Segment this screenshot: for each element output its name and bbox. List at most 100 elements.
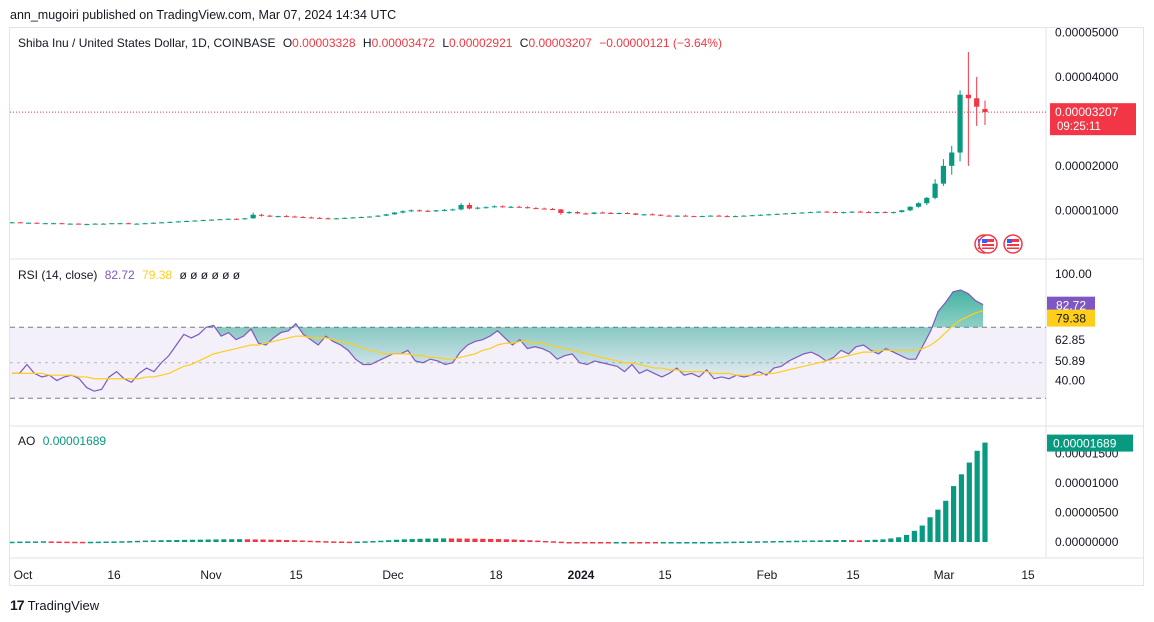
rsi-line [12, 289, 984, 392]
candle-body [258, 214, 265, 216]
candle-body [250, 214, 256, 219]
flag-canton [1007, 239, 1012, 243]
ao-title[interactable]: AO [18, 434, 36, 448]
ao-bar [817, 540, 823, 542]
ao-bar [794, 540, 800, 543]
ao-bar [268, 539, 274, 542]
ao-bar [864, 540, 870, 542]
candle-body [674, 215, 680, 217]
candle-body [940, 165, 947, 184]
countdown-badge-text: 09:25:11 [1057, 121, 1101, 133]
ao-bar [17, 541, 23, 544]
candle-body [841, 212, 847, 214]
time-axis-tick: 15 [1021, 568, 1035, 582]
ao-bar [440, 538, 447, 542]
ao-bar [448, 538, 455, 542]
candle-body [899, 210, 905, 213]
ao-bar [323, 541, 329, 543]
rsi-title[interactable]: RSI (14, close) [18, 268, 98, 282]
candle-body [242, 218, 248, 220]
ao-bar [637, 542, 643, 544]
candle-body [400, 211, 406, 213]
time-axis-tick: Nov [200, 568, 221, 582]
candle-body [300, 216, 306, 218]
candle-body [200, 220, 206, 222]
candle-body [225, 218, 231, 220]
ao-bar [746, 541, 753, 543]
ao-bar [966, 462, 972, 542]
candle-body [982, 108, 988, 113]
candle-body [641, 214, 647, 216]
tradingview-logo-icon[interactable]: 17 [10, 597, 25, 613]
symbol-title[interactable]: Shiba Inu / United States Dollar, 1D, CO… [18, 36, 276, 50]
candle-body [932, 183, 938, 198]
candle-body [574, 212, 581, 214]
candle-body [849, 211, 855, 213]
candle-body [491, 206, 497, 208]
candle-body [317, 217, 323, 219]
candle-body [34, 222, 40, 224]
price-axis-tick: 0.00004000 [1055, 70, 1119, 84]
ao-bar [260, 539, 266, 542]
candle-body [325, 218, 331, 220]
chart-canvas[interactable]: 0.00005000 0.00004000 0.00002000 0.00001000… [10, 28, 1143, 585]
ao-bar [40, 541, 46, 543]
candle-body [217, 219, 223, 221]
candle-body [816, 211, 822, 213]
candle-body [541, 208, 547, 210]
candle-body [707, 215, 714, 217]
chart-frame[interactable]: 0.00005000 0.00004000 0.00002000 0.00001000… [9, 27, 1144, 586]
time-axis-tick: Mar [934, 568, 955, 582]
candle-body [658, 214, 664, 216]
candle-body [416, 210, 423, 212]
candle-body [583, 213, 589, 215]
ao-bar [409, 539, 415, 542]
time-axis-tick: Feb [757, 568, 778, 582]
ao-bar [111, 541, 117, 543]
ao-bar [801, 540, 808, 543]
candle-body [342, 217, 348, 219]
candle-body [233, 218, 240, 220]
ao-bar [833, 540, 839, 542]
ao-bar [401, 539, 407, 542]
candle-body [475, 207, 481, 209]
ao-bar [25, 541, 31, 543]
ao-bar [221, 539, 227, 542]
ao-bar [417, 538, 423, 542]
footer-brand[interactable]: TradingView [27, 597, 100, 613]
candle-body [716, 215, 722, 217]
candle-body [549, 208, 556, 210]
ao-bar [338, 541, 345, 544]
candle-body [441, 209, 448, 211]
publisher-line: ann_mugoiri published on TradingView.com… [10, 8, 397, 22]
candle-body [633, 213, 639, 215]
ao-bar [166, 540, 172, 542]
ao-bar [841, 539, 847, 542]
candle-body [741, 215, 747, 217]
low-label: L [442, 36, 450, 50]
close-value: 0.00003207 [528, 36, 592, 50]
change-value: −0.00000121 (−3.64%) [599, 36, 722, 50]
ao-bar [393, 539, 400, 542]
ao-bar [676, 542, 682, 544]
candle-body [175, 221, 181, 223]
candle-body [949, 152, 955, 166]
candle-body [865, 212, 872, 214]
ao-bar [236, 539, 243, 542]
candle-body [558, 209, 564, 213]
candle-body [308, 217, 314, 219]
candle-body [75, 223, 82, 225]
footer: 17 TradingView [10, 597, 99, 613]
candle-body [134, 223, 140, 225]
ao-bar [856, 540, 863, 542]
ao-bar [72, 541, 78, 544]
ao-bar [488, 538, 494, 542]
time-axis-tick: Dec [382, 568, 403, 582]
ao-bar [668, 542, 674, 544]
ao-bar [433, 538, 439, 542]
us-flag-icon [978, 234, 998, 254]
time-axis-tick: 15 [846, 568, 860, 582]
ao-bar [197, 539, 203, 542]
candle-body [184, 220, 190, 222]
candle-body [525, 207, 531, 209]
